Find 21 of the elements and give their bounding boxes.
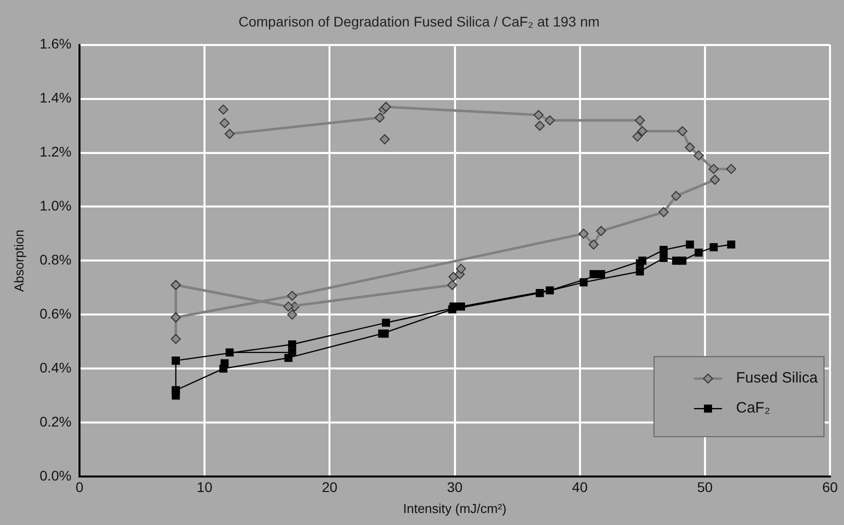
y-axis-title: Absorption	[11, 230, 26, 292]
x-tick-label: 30	[446, 478, 463, 495]
x-axis-title: Intensity (mJ/cm²)	[403, 500, 506, 516]
legend-label: Fused Silica	[736, 370, 818, 387]
y-tick-label: 0.4%	[40, 360, 72, 376]
legend-label: CaF₂	[736, 400, 770, 417]
x-tick-label: 60	[822, 478, 838, 495]
x-tick-label: 20	[322, 478, 338, 495]
y-tick-label: 1.0%	[40, 198, 72, 214]
y-tick-label: 1.2%	[40, 144, 72, 160]
x-tick-label: 0	[76, 478, 84, 495]
y-tick-label: 0.8%	[40, 252, 72, 268]
y-tick-label: 0.2%	[40, 413, 72, 430]
y-tick-label: 1.6%	[40, 36, 72, 52]
y-tick-label: 0.0%	[40, 467, 72, 484]
y-tick-label: 1.4%	[40, 90, 72, 106]
x-tick-label: 10	[196, 478, 213, 495]
y-tick-label: 0.6%	[40, 306, 72, 322]
x-tick-label: 50	[697, 478, 713, 495]
chart-title: Comparison of Degradation Fused Silica / CaF₂ at 193 nm	[238, 13, 600, 30]
x-tick-label: 40	[572, 478, 588, 495]
